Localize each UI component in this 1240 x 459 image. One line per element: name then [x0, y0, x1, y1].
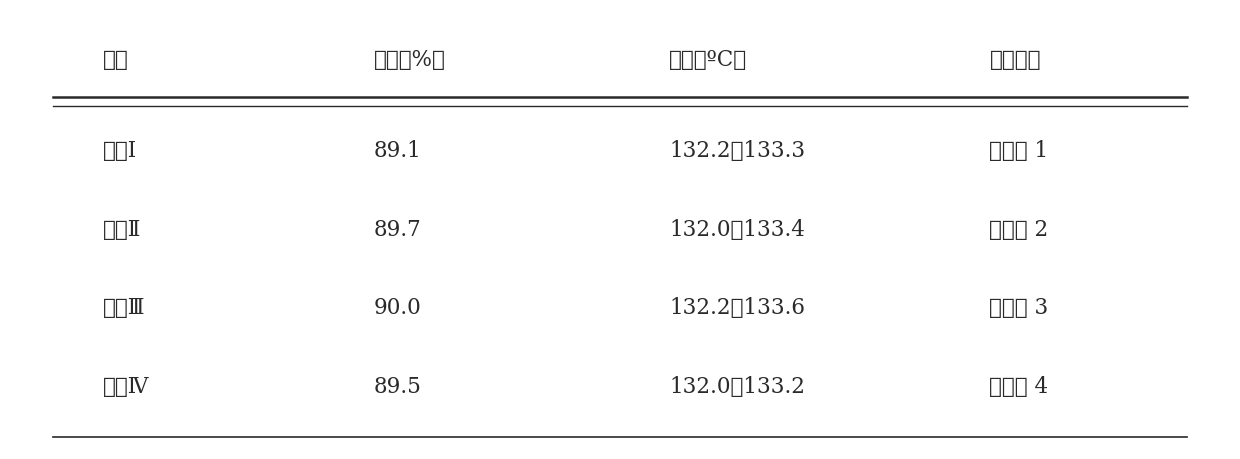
Text: 89.5: 89.5	[373, 376, 422, 398]
Text: 132.2～133.3: 132.2～133.3	[670, 140, 806, 162]
Text: 90.0: 90.0	[373, 297, 422, 319]
Text: 样品Ⅲ: 样品Ⅲ	[103, 297, 145, 319]
Text: 132.2～133.6: 132.2～133.6	[670, 297, 805, 319]
Text: 样品Ⅰ: 样品Ⅰ	[103, 140, 136, 162]
Text: 样品: 样品	[103, 50, 129, 72]
Text: 样品来源: 样品来源	[990, 50, 1042, 72]
Text: 132.0～133.4: 132.0～133.4	[670, 218, 805, 241]
Text: 89.1: 89.1	[373, 140, 422, 162]
Text: 样品Ⅱ: 样品Ⅱ	[103, 218, 141, 241]
Text: 132.0～133.2: 132.0～133.2	[670, 376, 805, 398]
Text: 熔点（ºC）: 熔点（ºC）	[670, 50, 748, 72]
Text: 89.7: 89.7	[373, 218, 422, 241]
Text: 收率（%）: 收率（%）	[373, 50, 445, 72]
Text: 样品Ⅳ: 样品Ⅳ	[103, 376, 149, 398]
Text: 实施例 3: 实施例 3	[990, 297, 1049, 319]
Text: 实施例 1: 实施例 1	[990, 140, 1049, 162]
Text: 实施例 2: 实施例 2	[990, 218, 1049, 241]
Text: 实施例 4: 实施例 4	[990, 376, 1049, 398]
